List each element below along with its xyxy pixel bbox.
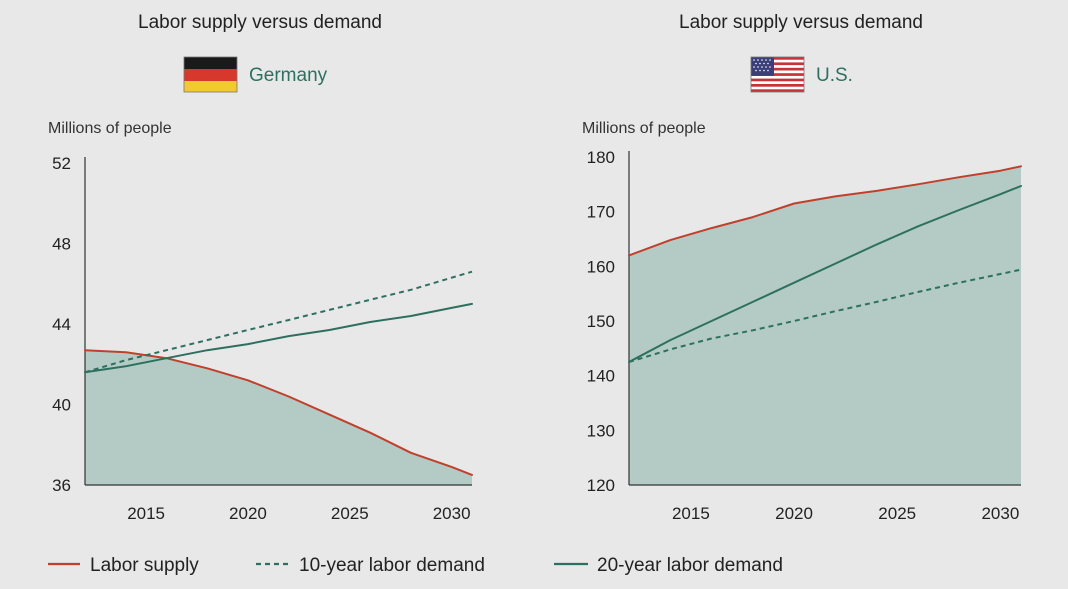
series-line-labor-supply-us (628, 165, 1022, 257)
chart-title-us: Labor supply versus demand (679, 12, 923, 33)
legend-label-20-year-demand: 20-year labor demand (597, 555, 783, 576)
legend-item-10-year-demand: 10-year labor demand (256, 555, 485, 576)
chart-us: Labor supply versus demand U.S. Millions… (582, 12, 1022, 523)
x-tick-label-germany: 2025 (331, 504, 369, 523)
country-label-germany: Germany (249, 65, 328, 86)
y-tick-label-us: 170 (587, 203, 615, 222)
y-tick-label-germany: 36 (52, 476, 71, 495)
series-line-20-year-labor-demand-us (628, 185, 1022, 363)
supply-area-fill-us (629, 166, 1021, 486)
y-tick-label-germany: 48 (52, 235, 71, 254)
legend-label-labor-supply: Labor supply (90, 555, 199, 576)
country-label-us: U.S. (816, 65, 853, 86)
y-tick-label-us: 130 (587, 421, 615, 440)
y-tick-label-us: 140 (587, 367, 615, 386)
legend: Labor supply 10-year labor demand 20-yea… (48, 555, 783, 576)
x-tick-label-us: 2025 (878, 504, 916, 523)
x-tick-label-germany: 2020 (229, 504, 267, 523)
plot-area-us: 180 170 160 150 140 130 120 2015 2020 2025 2030 (587, 148, 1022, 523)
y-unit-label-germany: Millions of people (48, 120, 172, 137)
y-tick-label-germany: 52 (52, 154, 71, 173)
germany-flag (183, 56, 238, 93)
y-tick-label-us: 120 (587, 476, 615, 495)
x-tick-label-us: 2020 (775, 504, 813, 523)
supply-area-fill-germany (85, 350, 472, 485)
series-line-10-year-labor-demand-us (628, 268, 1022, 363)
series-line-20-year-labor-demand-germany (84, 302, 473, 374)
y-tick-label-germany: 44 (52, 315, 71, 334)
series-line-labor-supply-germany (84, 349, 473, 476)
y-tick-label-germany: 40 (52, 396, 71, 415)
us-flag (750, 56, 805, 93)
y-unit-label-us: Millions of people (582, 120, 706, 137)
chart-title-germany: Labor supply versus demand (138, 12, 382, 33)
x-tick-label-germany: 2030 (433, 504, 471, 523)
series-line-10-year-labor-demand-germany (84, 270, 473, 374)
legend-label-10-year-demand: 10-year labor demand (299, 555, 485, 576)
legend-item-labor-supply: Labor supply (48, 555, 199, 576)
legend-item-20-year-demand: 20-year labor demand (554, 555, 783, 576)
x-tick-label-us: 2030 (981, 504, 1019, 523)
y-tick-label-us: 180 (587, 148, 615, 167)
y-tick-label-us: 160 (587, 257, 615, 276)
y-tick-label-us: 150 (587, 312, 615, 331)
x-tick-label-us: 2015 (672, 504, 710, 523)
x-tick-label-germany: 2015 (127, 504, 165, 523)
chart-germany: Labor supply versus demand Germany Milli… (48, 12, 473, 523)
plot-area-germany: 52 48 44 40 36 2015 2020 2025 2030 (52, 154, 473, 523)
